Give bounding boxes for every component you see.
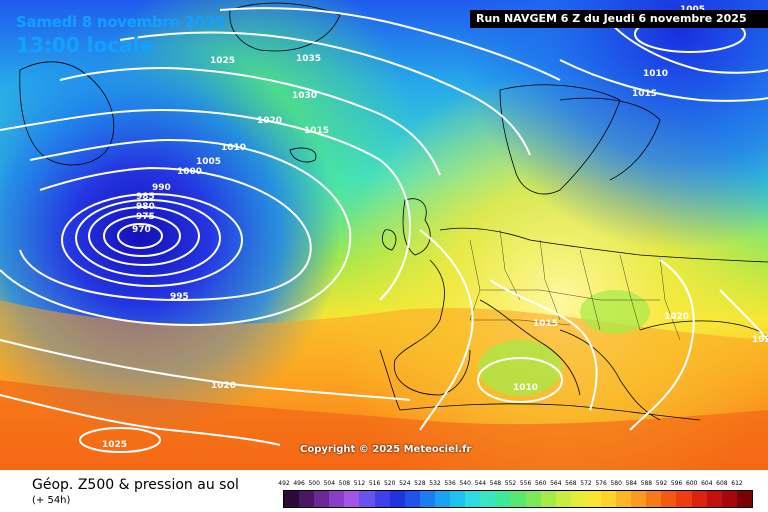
legend-value: 608: [716, 480, 728, 487]
legend-value: 604: [701, 480, 713, 487]
isobar-label: 1035: [296, 54, 321, 64]
isobar-label: 970: [132, 225, 151, 235]
legend-swatch: [510, 491, 526, 507]
isobar-label: 1015: [533, 319, 558, 329]
legend-value: 504: [323, 480, 336, 487]
isobar-label: 1010: [221, 143, 246, 153]
legend-labels: 492 496 500 504 508 512 516 520 524 528 532 536 540 5…: [278, 480, 753, 490]
run-info: Run NAVGEM 6 Z du Jeudi 6 novembre 2025: [470, 10, 768, 28]
legend-value: 536: [444, 480, 456, 487]
legend-swatch: [434, 491, 451, 507]
legend-swatch: [600, 491, 617, 507]
legend-value: 544: [474, 480, 487, 487]
legend-value: 596: [670, 480, 683, 487]
color-scale: [283, 490, 753, 508]
legend-value: 540: [459, 480, 471, 487]
legend-value: 492: [278, 480, 290, 487]
legend-swatch: [585, 491, 601, 507]
legend-footer: Géop. Z500 & pression au sol (+ 54h) 492…: [0, 470, 768, 512]
legend-value: 560: [534, 480, 547, 487]
legend-swatch: [661, 491, 677, 507]
isobar-label: 1005: [196, 157, 221, 167]
legend-swatch: [540, 491, 556, 507]
isobar-label: 1030: [292, 91, 317, 101]
borders: [469, 229, 681, 341]
legend-swatch: [480, 491, 496, 507]
map-canvas: 1035 1025 1030 1020 1015 1010 1005 1000 …: [0, 0, 768, 470]
legend-swatch: [419, 491, 435, 507]
weather-map: 1035 1025 1030 1020 1015 1010 1005 1000 …: [0, 0, 768, 470]
isobar-label: 1020: [257, 116, 282, 126]
legend-swatch: [555, 491, 571, 507]
legend-swatch: [495, 491, 511, 507]
legend-value: 568: [565, 480, 577, 487]
isobars: [0, 7, 768, 453]
legend-swatch: [374, 491, 390, 507]
legend-value: 512: [353, 480, 366, 487]
isobar-label: 1020: [664, 312, 689, 322]
legend-value: 556: [519, 480, 532, 487]
legend-swatch: [721, 491, 737, 507]
legend-value: 500: [308, 480, 320, 487]
legend-value: 612: [731, 480, 743, 487]
legend-swatch: [359, 491, 375, 507]
legend-value: 572: [580, 480, 592, 487]
isobar-label: 1025: [210, 56, 235, 66]
legend-swatch: [465, 491, 481, 507]
legend-value: 508: [338, 480, 351, 487]
legend-swatch: [570, 491, 586, 507]
legend-value: 524: [399, 480, 411, 487]
legend-swatch: [616, 491, 632, 507]
isobar-label: 1025: [752, 335, 768, 345]
isobar-label: 1015: [632, 89, 657, 99]
legend-swatch: [450, 491, 466, 507]
legend-value: 592: [655, 480, 668, 487]
isobar-label: 1010: [643, 69, 668, 79]
legend-value: 528: [414, 480, 426, 487]
legend-swatch: [314, 491, 330, 507]
legend-value: 552: [504, 480, 517, 487]
legend-swatch: [736, 491, 752, 507]
legend-swatch: [344, 491, 360, 507]
isobar-label: 995: [170, 292, 189, 302]
legend-value: 576: [595, 480, 607, 487]
legend-value: 520: [383, 480, 396, 487]
legend-value: 516: [368, 480, 381, 487]
legend-swatch: [676, 491, 692, 507]
legend-swatch: [299, 491, 315, 507]
isobar-label: 1020: [211, 381, 236, 391]
lead-time: (+ 54h): [32, 495, 71, 506]
legend-value: 532: [429, 480, 441, 487]
field-title: Géop. Z500 & pression au sol: [32, 477, 239, 493]
isobar-label: 1000: [177, 167, 202, 177]
isobar-label: 990: [152, 183, 171, 193]
isobar-label: 980: [136, 202, 155, 212]
legend-swatch: [706, 491, 722, 507]
isobar-label: 985: [136, 192, 155, 202]
legend-value: 584: [625, 480, 638, 487]
legend-swatch: [389, 491, 405, 507]
isobar-label: 1015: [304, 126, 329, 136]
local-time: 13:00 locale: [16, 33, 153, 57]
legend-swatch: [329, 491, 345, 507]
isobar-label: 1025: [102, 440, 127, 450]
legend-swatch: [525, 491, 541, 507]
legend-value: 564: [550, 480, 562, 487]
legend-swatch: [646, 491, 662, 507]
legend-swatch: [631, 491, 647, 507]
valid-date: Samedi 8 novembre 2025: [16, 13, 225, 31]
legend-swatch: [691, 491, 707, 507]
legend-value: 600: [685, 480, 698, 487]
copyright: Copyright © 2025 Meteociel.fr: [300, 444, 472, 455]
isobar-label: 975: [136, 212, 155, 222]
legend-swatch: [284, 491, 300, 507]
legend-value: 496: [293, 480, 305, 487]
isobar-label: 1010: [513, 383, 538, 393]
legend-value: 588: [640, 480, 653, 487]
legend-swatch: [404, 491, 420, 507]
legend-value: 548: [489, 480, 502, 487]
legend-value: 580: [610, 480, 622, 487]
